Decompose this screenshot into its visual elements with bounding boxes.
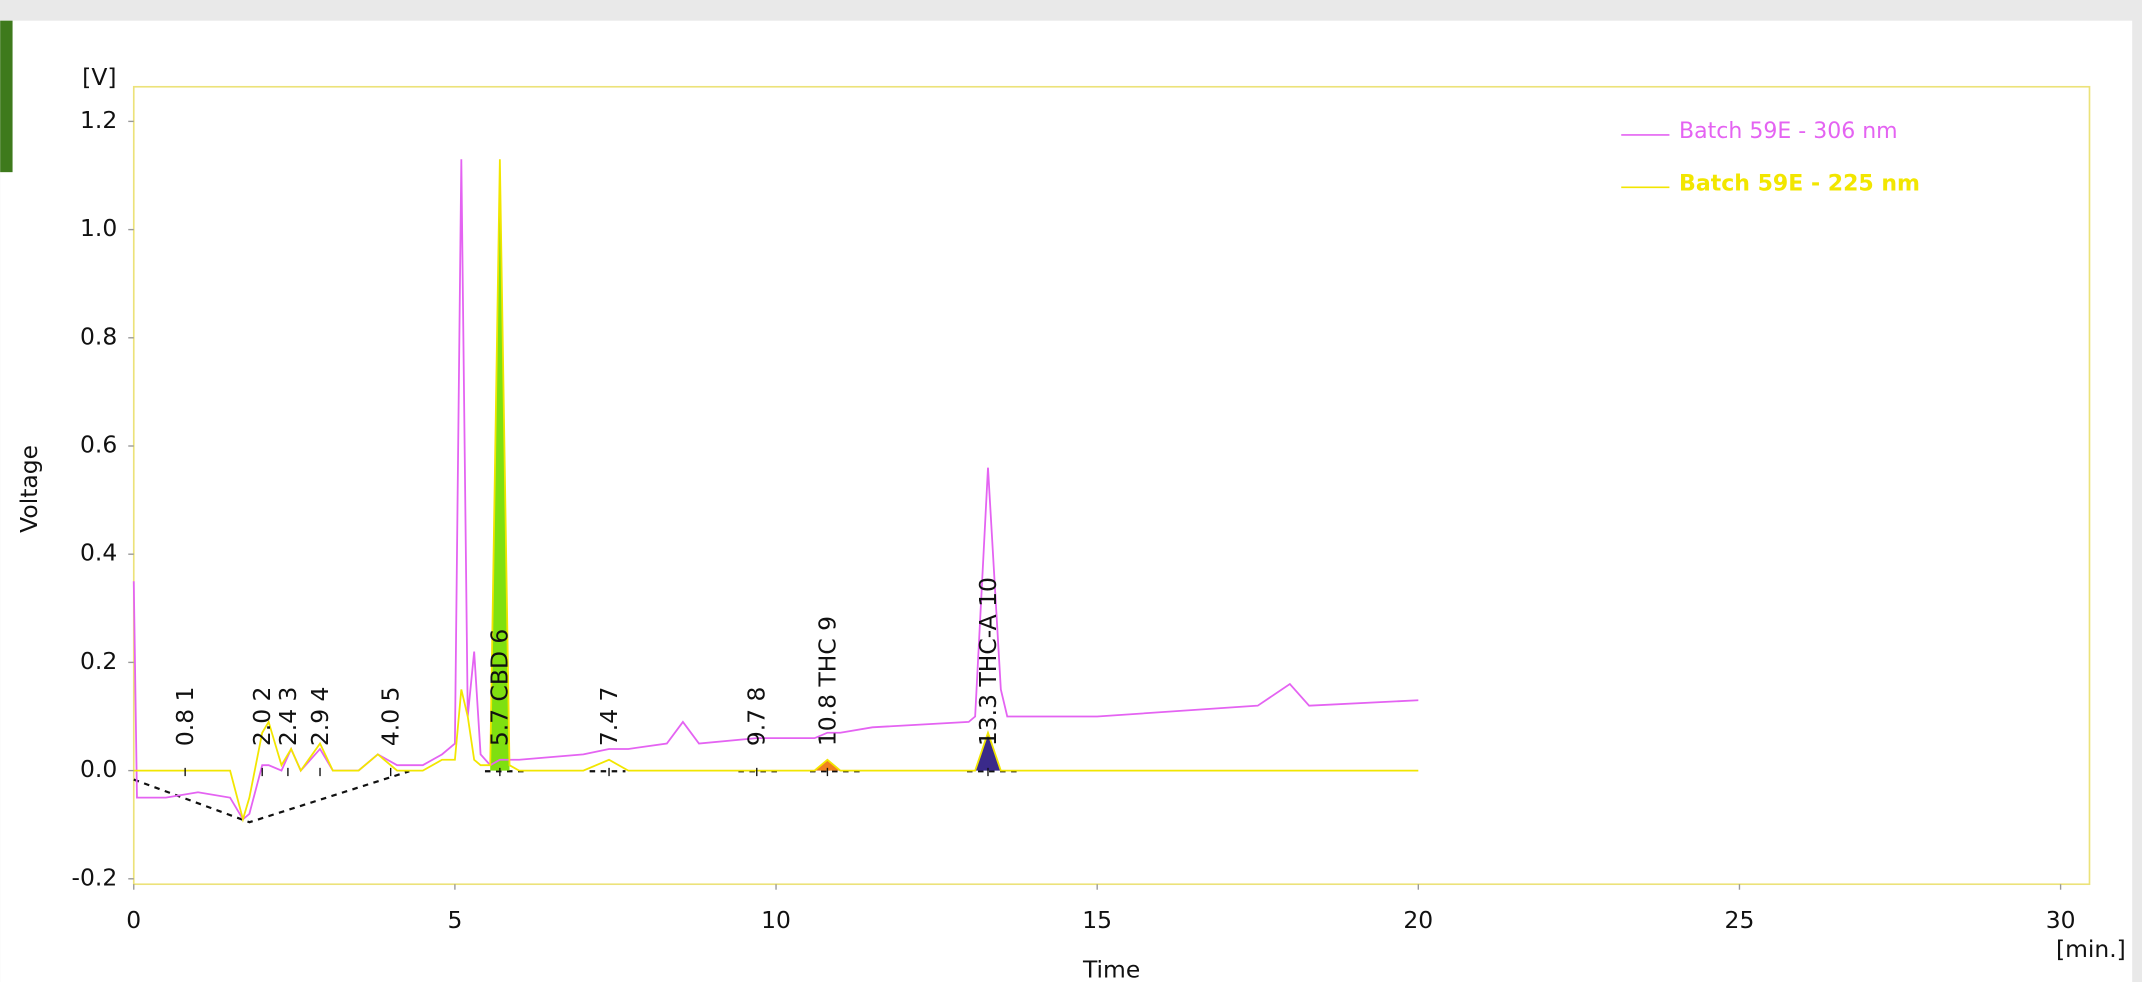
peak-label: 13.3 THC-A 10 xyxy=(974,577,1002,746)
y-tick-label: 1.0 xyxy=(80,214,117,242)
x-tick-label: 30 xyxy=(2046,906,2076,934)
legend-label: Batch 59E - 225 nm xyxy=(1679,172,1920,197)
x-tick-label: 5 xyxy=(447,906,462,934)
y-tick-label: 0.4 xyxy=(80,539,117,567)
peak-label: 9.7 8 xyxy=(743,687,771,747)
peak-label: 5.7 CBD 6 xyxy=(486,629,514,746)
y-tick-label: 1.2 xyxy=(80,106,117,134)
peak-area xyxy=(814,759,841,771)
x-tick-label: 20 xyxy=(1403,906,1433,934)
y-tick-label: 0.8 xyxy=(80,322,117,350)
y-tick-label: -0.2 xyxy=(72,863,118,891)
trace-line xyxy=(133,159,1419,823)
peak-label: 2.9 4 xyxy=(306,687,334,747)
peak-label: 7.4 7 xyxy=(595,687,623,747)
y-tick-label: 0.6 xyxy=(80,430,117,458)
y-tick-label: 0.0 xyxy=(80,755,117,783)
x-tick-label: 25 xyxy=(1725,906,1755,934)
peak-label: 10.8 THC 9 xyxy=(813,616,841,746)
peak-area xyxy=(490,159,510,771)
x-unit: [min.] xyxy=(2056,935,2126,963)
y-axis-label: Voltage xyxy=(15,445,43,533)
peak-label: 2.4 3 xyxy=(274,687,302,747)
peak-label: 2.0 2 xyxy=(248,687,276,747)
peak-area xyxy=(975,732,1001,771)
x-tick-label: 10 xyxy=(761,906,791,934)
peak-label: 4.0 5 xyxy=(377,687,405,747)
plot-area xyxy=(132,85,2091,886)
baseline-markers xyxy=(133,770,1017,824)
y-tick-label: 0.2 xyxy=(80,647,117,675)
side-tab xyxy=(0,20,13,173)
peak-label: 0.8 1 xyxy=(171,687,199,747)
x-tick-label: 15 xyxy=(1082,906,1112,934)
x-tick-label: 0 xyxy=(126,906,141,934)
x-axis-label: Time xyxy=(1082,955,1140,982)
legend-label: Batch 59E - 306 nm xyxy=(1679,119,1898,144)
y-unit: [V] xyxy=(82,63,116,91)
